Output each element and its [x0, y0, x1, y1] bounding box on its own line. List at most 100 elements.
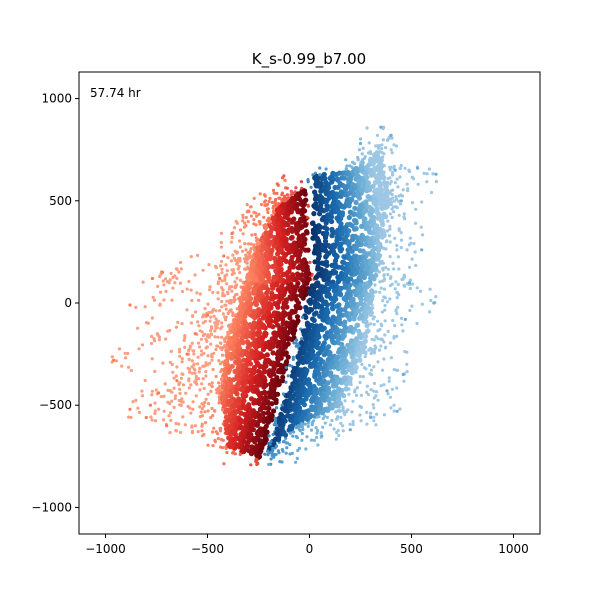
- data-point: [158, 303, 162, 307]
- data-point: [240, 328, 246, 335]
- data-point: [356, 353, 362, 359]
- data-point: [310, 421, 314, 425]
- data-point: [193, 380, 197, 384]
- data-point: [220, 378, 224, 382]
- data-point: [345, 176, 352, 182]
- data-point: [252, 343, 258, 349]
- data-point: [272, 255, 278, 261]
- data-point: [267, 216, 271, 220]
- data-point: [317, 193, 323, 199]
- data-point: [324, 167, 328, 171]
- data-point: [162, 418, 166, 422]
- data-point: [323, 220, 329, 226]
- data-point: [264, 398, 270, 404]
- data-point: [346, 328, 352, 334]
- data-point: [389, 189, 393, 193]
- data-point: [226, 292, 230, 296]
- data-point: [238, 452, 242, 456]
- data-point: [326, 286, 332, 292]
- data-point: [243, 320, 249, 326]
- data-point: [203, 319, 207, 323]
- data-point: [380, 143, 384, 147]
- data-point: [170, 390, 174, 394]
- data-point: [329, 283, 335, 290]
- data-point: [265, 219, 269, 223]
- data-point: [431, 172, 435, 176]
- data-point: [294, 344, 298, 348]
- data-point: [386, 219, 390, 223]
- data-point: [170, 362, 174, 367]
- data-point: [123, 351, 127, 355]
- data-point: [269, 413, 275, 419]
- data-point: [187, 279, 191, 284]
- data-point: [303, 422, 307, 426]
- data-point: [425, 180, 429, 184]
- data-point: [255, 382, 261, 388]
- data-point: [372, 406, 376, 410]
- data-point: [338, 409, 342, 413]
- data-point: [280, 321, 286, 327]
- data-point: [365, 390, 369, 394]
- data-point: [323, 348, 329, 354]
- data-point: [344, 158, 348, 162]
- data-point: [385, 300, 389, 304]
- data-point: [333, 172, 339, 178]
- data-point: [218, 362, 223, 366]
- data-point: [316, 443, 320, 447]
- data-point: [309, 283, 315, 289]
- data-point: [217, 359, 221, 363]
- data-point: [228, 398, 234, 404]
- data-point: [393, 181, 397, 185]
- data-point: [386, 329, 390, 333]
- data-point: [359, 306, 365, 312]
- data-point: [395, 248, 399, 252]
- data-point: [334, 230, 340, 236]
- data-point: [351, 217, 358, 224]
- data-point: [383, 308, 387, 312]
- data-point: [209, 416, 213, 420]
- data-point: [220, 321, 224, 325]
- data-point: [265, 236, 271, 242]
- data-point: [166, 329, 170, 333]
- data-point: [273, 201, 277, 205]
- y-tick-label: 0: [64, 296, 72, 310]
- data-point: [359, 419, 363, 423]
- data-point: [258, 192, 262, 196]
- data-point: [360, 264, 366, 270]
- data-point: [250, 255, 254, 259]
- data-point: [357, 286, 363, 292]
- data-point: [204, 337, 208, 341]
- data-point: [238, 271, 242, 275]
- data-point: [324, 230, 330, 236]
- data-point: [255, 214, 259, 218]
- data-point: [332, 427, 336, 431]
- data-point: [206, 392, 210, 396]
- data-point: [323, 414, 327, 418]
- data-point: [230, 345, 236, 351]
- data-point: [388, 341, 392, 345]
- data-point: [231, 313, 235, 318]
- data-point: [254, 324, 260, 330]
- data-point: [323, 421, 327, 425]
- data-point: [378, 290, 382, 294]
- data-point: [429, 190, 434, 195]
- data-point: [235, 324, 241, 330]
- data-point: [325, 357, 331, 363]
- data-point: [368, 411, 373, 415]
- data-point: [312, 391, 318, 397]
- data-point: [263, 423, 269, 429]
- data-point: [367, 141, 371, 145]
- data-point: [389, 148, 393, 152]
- data-point: [390, 387, 394, 391]
- data-point: [339, 415, 343, 419]
- data-point: [240, 392, 246, 398]
- data-point: [251, 286, 257, 292]
- data-point: [341, 175, 347, 181]
- data-point: [330, 418, 334, 423]
- data-point: [395, 177, 399, 181]
- data-point: [363, 241, 369, 247]
- data-point: [225, 450, 229, 455]
- data-point: [200, 330, 204, 334]
- data-point: [334, 361, 340, 367]
- data-point: [296, 448, 300, 453]
